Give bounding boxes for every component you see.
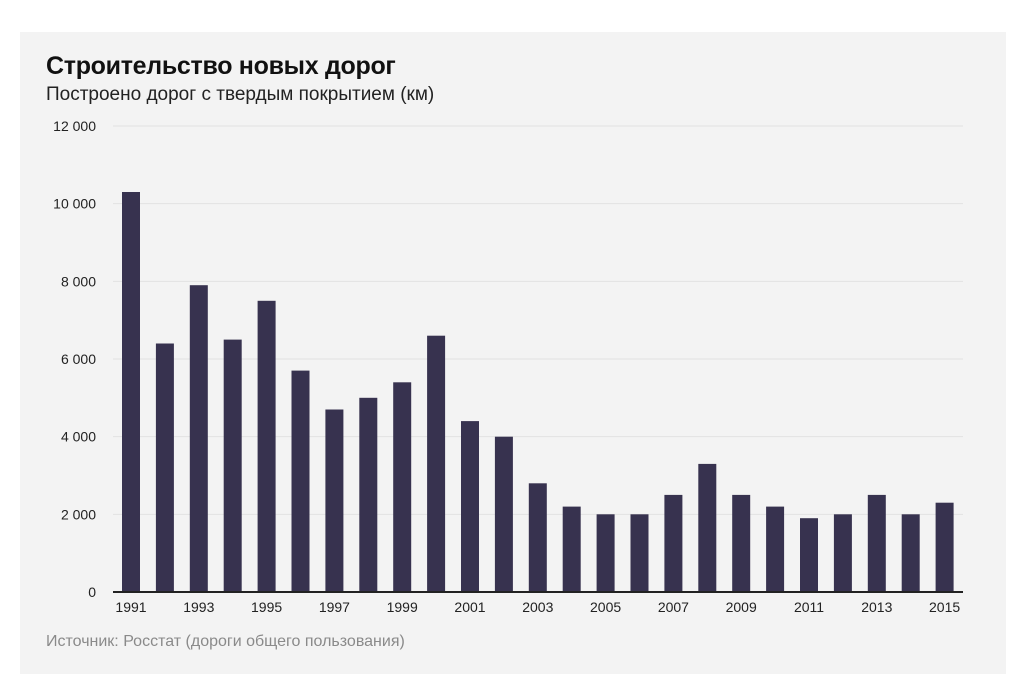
bar-1991	[122, 192, 140, 592]
x-tick-label: 2009	[726, 599, 757, 615]
x-tick-label: 1997	[319, 599, 350, 615]
x-tick-label: 1991	[115, 599, 146, 615]
x-tick-label: 2005	[590, 599, 621, 615]
bar-2009	[732, 494, 751, 592]
bar-2008	[698, 463, 717, 592]
bar-2004	[562, 506, 581, 592]
bar-1992	[155, 343, 174, 592]
y-tick-label: 6 000	[61, 351, 96, 367]
x-tick-label: 2003	[522, 599, 553, 615]
y-tick-label: 2 000	[61, 506, 96, 522]
y-tick-label: 4 000	[61, 429, 96, 445]
bar-2010	[766, 506, 785, 592]
bar-1993	[189, 285, 208, 592]
bar-1994	[223, 339, 242, 592]
x-tick-label: 2013	[861, 599, 892, 615]
bar-2002	[494, 436, 513, 592]
bar-2007	[664, 494, 683, 592]
x-tick-label: 2007	[658, 599, 689, 615]
y-tick-label: 12 000	[53, 118, 96, 134]
bar-2012	[833, 514, 852, 592]
bar-2015	[935, 502, 954, 592]
bar-2006	[630, 514, 649, 592]
bar-1999	[393, 382, 412, 592]
bar-1996	[291, 370, 310, 592]
bar-1997	[325, 409, 344, 592]
bar-2003	[528, 483, 547, 592]
source-note: Источник: Росстат (дороги общего пользов…	[46, 633, 405, 650]
y-axis-ticks: 0 2 000 4 000 6 000 8 000 10 000 12 000	[53, 118, 96, 600]
gridlines	[113, 125, 963, 515]
bar-2011	[800, 518, 818, 592]
x-axis-ticks: 1991 1993 1995 1997 1999 2001 2003 2005 2007 2009…	[115, 599, 960, 615]
x-tick-label: 2015	[929, 599, 960, 615]
bar-1995	[257, 300, 276, 593]
bar-2005	[596, 514, 615, 592]
chart-subtitle: Построено дорог с твердым покрытием (км)	[46, 84, 435, 105]
y-tick-label: 8 000	[61, 273, 96, 289]
x-tick-label: 1993	[183, 599, 214, 615]
chart-title: Строительство новых дорог	[46, 52, 396, 80]
bar-2013	[867, 494, 886, 592]
bar-2001	[461, 421, 479, 592]
bar-1998	[359, 397, 378, 592]
x-tick-label: 2001	[454, 599, 485, 615]
bar-2014	[901, 514, 920, 592]
y-tick-label: 0	[88, 584, 96, 600]
bar-2000	[427, 335, 446, 592]
x-tick-label: 2011	[794, 599, 824, 615]
x-tick-label: 1995	[251, 599, 282, 615]
bars	[122, 192, 954, 593]
x-tick-label: 1999	[387, 599, 418, 615]
y-tick-label: 10 000	[53, 196, 96, 212]
